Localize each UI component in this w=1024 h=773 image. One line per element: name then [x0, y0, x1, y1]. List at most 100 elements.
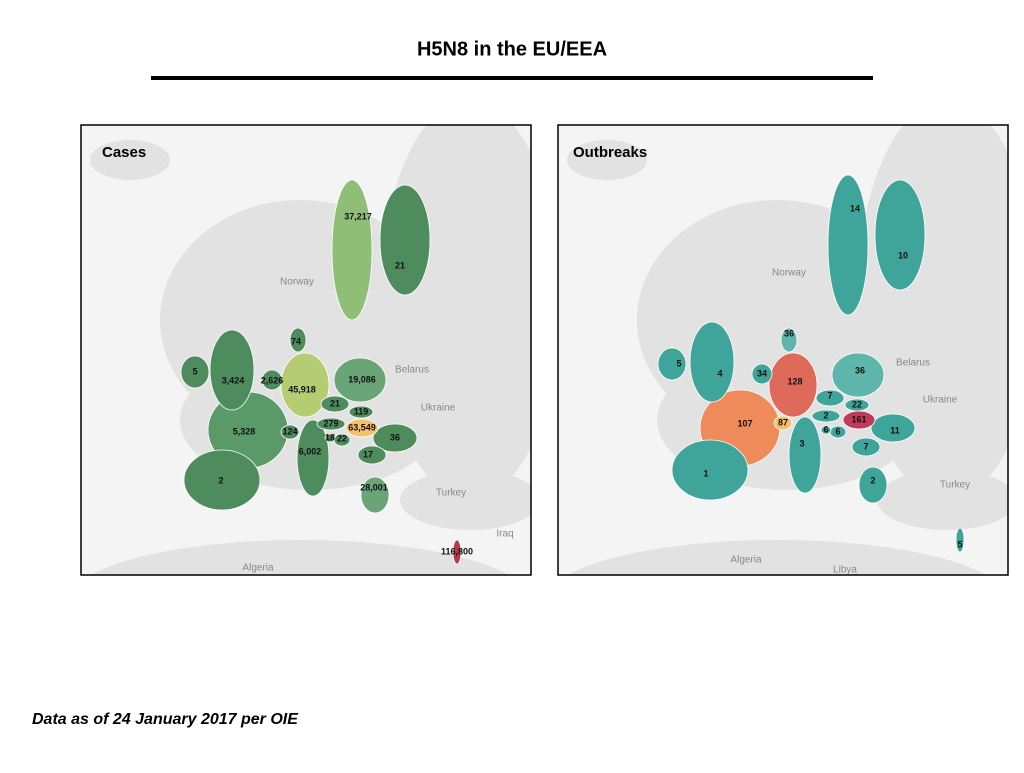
country — [689, 321, 735, 403]
region-value: 2 — [870, 475, 875, 485]
region-value: 6,002 — [299, 446, 322, 456]
map-title: Outbreaks — [573, 144, 647, 161]
country — [348, 405, 374, 419]
region-value: 161 — [851, 414, 866, 424]
map-outbreaks — [558, 125, 1008, 575]
country — [183, 449, 261, 511]
region-value: 119 — [354, 406, 369, 416]
region-value: 6 — [823, 424, 828, 434]
country — [333, 357, 387, 403]
slide-title: H5N8 in the EU/EEA — [417, 38, 607, 60]
country — [357, 445, 387, 465]
country — [320, 395, 350, 413]
country — [452, 539, 462, 565]
region-value: 18 — [325, 432, 335, 442]
map-frame — [557, 124, 1009, 576]
place-label: Belarus — [395, 365, 429, 376]
region-value: 2 — [823, 410, 828, 420]
country — [955, 527, 965, 553]
country — [671, 439, 749, 501]
region-value: 10 — [898, 250, 908, 260]
region-value: 28,001 — [360, 482, 388, 492]
country — [870, 413, 916, 443]
region-value: 5 — [676, 358, 681, 368]
country — [657, 347, 687, 381]
region-value: 124 — [282, 426, 297, 436]
place-label: Algeria — [730, 555, 762, 566]
map-frame — [80, 124, 532, 576]
map-cases — [81, 125, 531, 575]
place-label: Turkey — [436, 488, 466, 499]
land — [567, 540, 987, 575]
region-value: 36 — [784, 328, 794, 338]
region-value: 22 — [337, 433, 347, 443]
region-value: 5,328 — [233, 426, 256, 436]
region-value: 5 — [192, 366, 197, 376]
land — [90, 140, 170, 180]
region-value: 3 — [799, 438, 804, 448]
place-label: Ukraine — [923, 395, 958, 406]
country — [379, 184, 431, 296]
country — [820, 425, 832, 435]
region-value: 36 — [390, 432, 400, 442]
region-value: 116,800 — [441, 546, 473, 556]
country — [280, 424, 300, 440]
country — [372, 423, 418, 453]
country — [289, 327, 307, 353]
region-value: 11 — [890, 425, 900, 435]
region-value: 21 — [330, 398, 340, 408]
country — [858, 466, 888, 504]
country — [768, 352, 818, 418]
footnote: Data as of 24 January 2017 per OIE — [32, 711, 299, 728]
map-title: Cases — [102, 144, 146, 161]
country — [811, 409, 841, 423]
country — [316, 417, 346, 431]
place-label: Algeria — [242, 563, 274, 574]
region-value: 87 — [778, 417, 788, 427]
region-value: 3,424 — [222, 375, 245, 385]
country — [331, 179, 373, 321]
country — [831, 352, 885, 398]
country — [261, 369, 283, 391]
region-value: 19,086 — [348, 374, 376, 384]
country — [788, 416, 822, 494]
land — [400, 470, 531, 530]
country — [844, 398, 870, 412]
country — [773, 415, 793, 431]
region-value: 107 — [737, 418, 752, 428]
region-value: 6 — [835, 426, 840, 436]
region-value: 4 — [717, 368, 722, 378]
place-label: Norway — [772, 268, 806, 279]
country — [324, 433, 336, 443]
region-value: 22 — [852, 399, 862, 409]
place-label: Libya — [833, 565, 857, 576]
region-value: 17 — [363, 449, 373, 459]
country — [780, 327, 798, 353]
region-value: 14 — [850, 203, 860, 213]
country — [209, 329, 255, 411]
region-value: 5 — [957, 539, 962, 549]
region-value: 36 — [855, 365, 865, 375]
country — [751, 363, 773, 385]
region-value: 2 — [218, 475, 223, 485]
country — [180, 355, 210, 389]
region-value: 63,549 — [348, 422, 376, 432]
region-value: 2,626 — [261, 375, 284, 385]
place-label: Norway — [280, 277, 314, 288]
country — [851, 437, 881, 457]
country — [874, 179, 926, 291]
region-value: 45,918 — [288, 384, 316, 394]
country — [296, 419, 330, 497]
country — [815, 389, 845, 407]
place-label: Iraq — [496, 529, 513, 540]
region-value: 74 — [291, 336, 301, 346]
land — [90, 540, 510, 575]
region-value: 34 — [757, 368, 767, 378]
place-label: Belarus — [896, 358, 930, 369]
country — [360, 476, 390, 514]
region-value: 37,217 — [344, 211, 372, 221]
region-value: 7 — [863, 441, 868, 451]
region-value: 21 — [395, 260, 405, 270]
country — [827, 174, 869, 316]
